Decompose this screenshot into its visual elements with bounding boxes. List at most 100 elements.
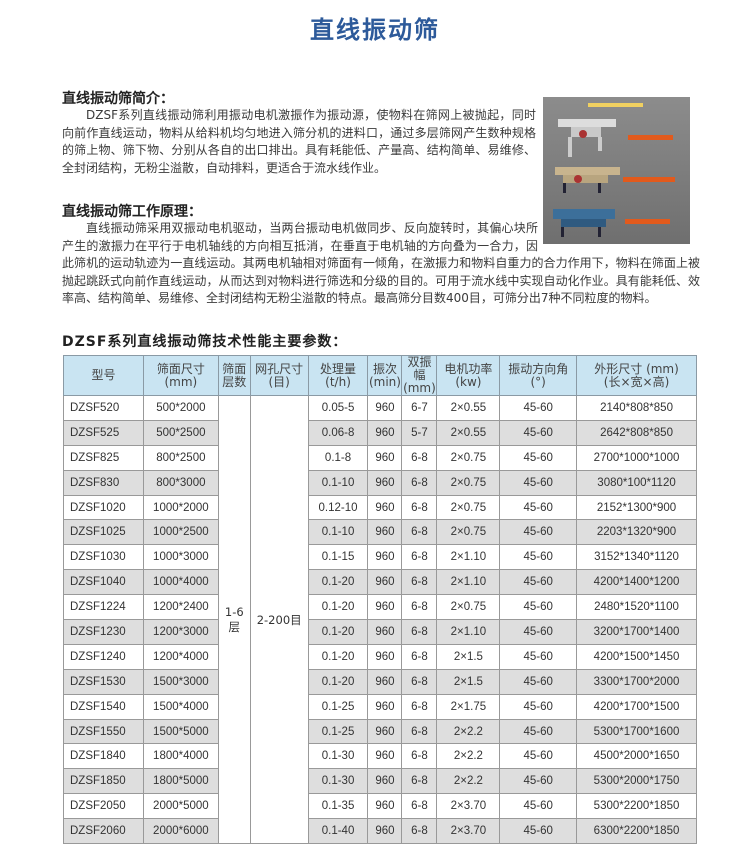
model-cell: DZSF525 bbox=[63, 419, 144, 446]
column-header-line: 网孔尺寸 bbox=[255, 361, 304, 376]
model-cell: DZSF1030 bbox=[63, 544, 144, 571]
model-cell: DZSF1020 bbox=[63, 494, 144, 521]
screen-size-cell: 1800*5000 bbox=[142, 768, 219, 795]
capacity-cell: 0.05-5 bbox=[307, 395, 369, 421]
amplitude-cell: 6-8 bbox=[401, 444, 438, 471]
motor-power-cell: 2×1.10 bbox=[436, 619, 501, 645]
dimensions-cell: 3080*100*1120 bbox=[576, 469, 697, 496]
screen-size-cell: 1800*4000 bbox=[142, 743, 219, 770]
capacity-cell: 0.1-15 bbox=[307, 544, 369, 571]
amplitude-cell: 6-7 bbox=[401, 395, 438, 421]
photo-spacer bbox=[538, 220, 700, 252]
frequency-cell: 960 bbox=[367, 818, 403, 845]
angle-cell: 45-60 bbox=[499, 793, 578, 820]
principle-heading: 直线振动筛工作原理： bbox=[62, 204, 202, 220]
table-row: DZSF520 500*2000 1-6层 2-200目 0.05-5 960 6-7 2×0… bbox=[63, 394, 697, 845]
model-cell: DZSF1840 bbox=[63, 743, 144, 770]
capacity-cell: 0.1-40 bbox=[307, 818, 369, 845]
column-header: 型号 bbox=[63, 355, 144, 396]
dimensions-cell: 3200*1700*1400 bbox=[576, 619, 697, 645]
capacity-cell: 0.1-8 bbox=[307, 444, 369, 471]
model-cell: DZSF825 bbox=[63, 444, 144, 471]
screen-size-cell: 1000*2500 bbox=[142, 519, 219, 546]
model-cell: DZSF1025 bbox=[63, 519, 144, 546]
column-header: 振动方向角 (°) bbox=[499, 355, 578, 396]
model-cell: DZSF1850 bbox=[63, 768, 144, 795]
motor-power-cell: 2×2.2 bbox=[436, 768, 501, 795]
motor-power-cell: 2×2.2 bbox=[436, 743, 501, 770]
capacity-cell: 0.1-20 bbox=[307, 668, 369, 695]
angle-cell: 45-60 bbox=[499, 643, 578, 670]
dimensions-cell: 4200*1700*1500 bbox=[576, 693, 697, 720]
table-row: DZSF2060 2000*6000 0.1-40 960 6-8 2×3.70 45-60… bbox=[63, 818, 697, 845]
angle-cell: 45-60 bbox=[499, 519, 578, 546]
amplitude-cell: 6-8 bbox=[401, 668, 438, 695]
motor-power-cell: 2×1.10 bbox=[436, 544, 501, 571]
angle-cell: 45-60 bbox=[499, 469, 578, 496]
model-cell: DZSF2050 bbox=[63, 793, 144, 820]
table-row: DZSF1850 1800*5000 0.1-30 960 6-8 2×2.2 45-60 5… bbox=[63, 768, 697, 795]
capacity-cell: 0.1-20 bbox=[307, 619, 369, 645]
column-header-line: (mm) bbox=[164, 374, 198, 389]
dimensions-cell: 2700*1000*1000 bbox=[576, 444, 697, 471]
table-row: DZSF1230 1200*3000 0.1-20 960 6-8 2×1.10 45-60… bbox=[63, 619, 697, 645]
principle-text: 直线振动筛采用双振动电机驱动，当两台振动电机做同步、反向旋转时，其偏心块所产生的… bbox=[62, 220, 700, 308]
table-row: DZSF1550 1500*5000 0.1-25 960 6-8 2×2.2 45-60 5… bbox=[63, 718, 697, 745]
column-header: 双振幅 (mm) bbox=[401, 355, 438, 396]
column-header-line: (目) bbox=[268, 374, 290, 389]
frequency-cell: 960 bbox=[367, 469, 403, 496]
model-cell: DZSF2060 bbox=[63, 818, 144, 845]
table-heading: DZSF系列直线振动筛技术性能主要参数： bbox=[62, 334, 348, 350]
column-header-line: (°) bbox=[530, 374, 546, 389]
screen-size-cell: 1200*2400 bbox=[142, 594, 219, 621]
table-row: DZSF825 800*2500 0.1-8 960 6-8 2×0.75 45-60 270… bbox=[63, 444, 697, 471]
motor-power-cell: 2×0.75 bbox=[436, 444, 501, 471]
motor-power-cell: 2×0.75 bbox=[436, 469, 501, 496]
label-bar-2 bbox=[623, 177, 675, 182]
amplitude-cell: 6-8 bbox=[401, 469, 438, 496]
screen-size-cell: 800*3000 bbox=[142, 469, 219, 496]
capacity-cell: 0.1-30 bbox=[307, 768, 369, 795]
dimensions-cell: 4500*2000*1650 bbox=[576, 743, 697, 770]
angle-cell: 45-60 bbox=[499, 594, 578, 621]
frequency-cell: 960 bbox=[367, 693, 403, 720]
motor-power-cell: 2×0.75 bbox=[436, 594, 501, 621]
motor-power-cell: 2×1.75 bbox=[436, 693, 501, 720]
frequency-cell: 960 bbox=[367, 619, 403, 645]
frequency-cell: 960 bbox=[367, 718, 403, 745]
product-photo bbox=[543, 97, 690, 244]
model-cell: DZSF1040 bbox=[63, 569, 144, 596]
dimensions-cell: 5300*2200*1850 bbox=[576, 793, 697, 820]
screen-size-cell: 1200*3000 bbox=[142, 619, 219, 645]
table-row: DZSF1040 1000*4000 0.1-20 960 6-8 2×1.10 45-60… bbox=[63, 569, 697, 596]
model-cell: DZSF1240 bbox=[63, 643, 144, 670]
screen-size-cell: 1500*5000 bbox=[142, 718, 219, 745]
dimensions-cell: 4200*1500*1450 bbox=[576, 643, 697, 670]
screen-size-cell: 1000*3000 bbox=[142, 544, 219, 571]
column-header: 电机功率 (kw) bbox=[436, 355, 501, 396]
column-header: 处理量 (t/h) bbox=[307, 355, 369, 396]
dimensions-cell: 2480*1520*1100 bbox=[576, 594, 697, 621]
table-header-row: 型号 筛面尺寸 (mm) 筛面 层数 网孔尺寸 (目) 处理量 (t/h) 振次 (min) 双振幅(… bbox=[63, 355, 697, 396]
column-header-line: 筛面 bbox=[222, 361, 247, 376]
angle-cell: 45-60 bbox=[499, 818, 578, 845]
amplitude-cell: 5-7 bbox=[401, 419, 438, 446]
intro-text: DZSF系列直线振动筛利用振动电机激振作为振动源，使物料在筛网上被抛起，同时向前… bbox=[62, 108, 536, 175]
screen-size-cell: 1000*4000 bbox=[142, 569, 219, 596]
angle-cell: 45-60 bbox=[499, 444, 578, 471]
frequency-cell: 960 bbox=[367, 594, 403, 621]
motor-power-cell: 2×3.70 bbox=[436, 818, 501, 845]
label-bar-3 bbox=[625, 219, 670, 224]
column-header-line: (kw) bbox=[455, 374, 482, 389]
column-header-line: 电机功率 bbox=[444, 361, 493, 376]
capacity-cell: 0.1-20 bbox=[307, 643, 369, 670]
screen-size-cell: 1500*4000 bbox=[142, 693, 219, 720]
intro-heading: 直线振动筛简介： bbox=[62, 91, 174, 107]
column-header-line: (长×宽×高) bbox=[603, 374, 670, 389]
page-title: 直线振动筛 bbox=[310, 16, 440, 44]
angle-cell: 45-60 bbox=[499, 718, 578, 745]
dimensions-cell: 5300*2000*1750 bbox=[576, 768, 697, 795]
dimensions-cell: 2642*808*850 bbox=[576, 419, 697, 446]
screen-size-cell: 1500*3000 bbox=[142, 668, 219, 695]
amplitude-cell: 6-8 bbox=[401, 619, 438, 645]
